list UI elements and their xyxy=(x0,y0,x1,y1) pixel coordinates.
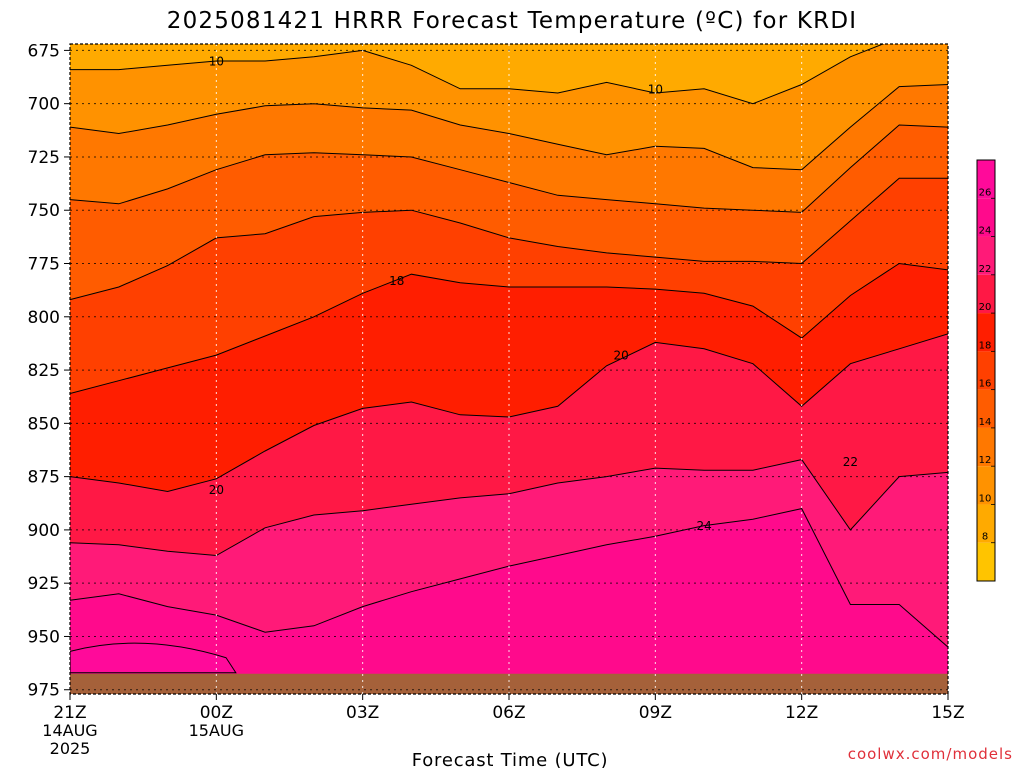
colorbar-label: 10 xyxy=(979,493,992,504)
axes: 6757007257507758008258508759009259509752… xyxy=(28,41,965,758)
isotherm-12 xyxy=(70,84,948,171)
contour-label: 18 xyxy=(389,274,404,288)
colorbar-band-24 xyxy=(977,198,995,237)
colorbar-band-22 xyxy=(977,236,995,275)
x-tick-label: 21Z xyxy=(53,703,86,723)
x-axis-label: Forecast Time (UTC) xyxy=(412,750,609,768)
temperature-fill xyxy=(70,44,948,694)
plot-area: 10 10 18 20 20 22 24 xyxy=(70,44,948,694)
colorbar-band-10 xyxy=(977,466,995,505)
colorbar-band-20 xyxy=(977,274,995,314)
colorbar-band-12 xyxy=(977,427,995,467)
colorbar-band-16 xyxy=(977,351,995,390)
colorbar-band-14 xyxy=(977,389,995,428)
watermark: coolwx.com/models xyxy=(848,745,1013,763)
chart-title: 2025081421 HRRR Forecast Temperature (ºC… xyxy=(167,8,857,34)
colorbar-band-18 xyxy=(977,313,995,352)
y-tick-label: 850 xyxy=(28,414,60,434)
colorbar-label: 26 xyxy=(979,187,992,198)
x-tick-label: 14AUG xyxy=(42,721,97,740)
colorbar-label: 14 xyxy=(979,417,992,428)
contour-label: 10 xyxy=(648,82,663,96)
contour-label: 22 xyxy=(843,455,858,469)
x-tick-label: 12Z xyxy=(785,703,818,723)
y-tick-label: 950 xyxy=(28,627,60,647)
y-tick-label: 725 xyxy=(28,148,60,168)
y-tick-label: 775 xyxy=(28,255,60,275)
colorbar-label: 16 xyxy=(979,379,992,390)
x-tick-label: 06Z xyxy=(492,703,525,723)
x-tick-label: 15AUG xyxy=(189,721,244,740)
colorbar-label: 22 xyxy=(979,264,992,275)
colorbar-label: 18 xyxy=(979,340,992,351)
y-tick-label: 825 xyxy=(28,361,60,381)
contour-label: 20 xyxy=(614,349,629,363)
x-tick-label: 15Z xyxy=(931,703,964,723)
y-tick-label: 675 xyxy=(28,41,60,61)
y-tick-label: 875 xyxy=(28,468,60,488)
x-tick-label: 00Z xyxy=(200,703,233,723)
x-tick-label: 09Z xyxy=(639,703,672,723)
colorbar-frame xyxy=(976,159,996,582)
colorbar-band-8 xyxy=(977,504,995,543)
colorbar-band-26 xyxy=(977,160,995,199)
colorbar-label: 8 xyxy=(982,532,988,543)
y-tick-label: 975 xyxy=(28,681,60,701)
isotherm-10 xyxy=(70,44,885,105)
contour-label: 10 xyxy=(209,55,224,69)
contour-label: 20 xyxy=(209,483,224,497)
colorbar-band-6 xyxy=(977,542,995,581)
y-tick-label: 925 xyxy=(28,574,60,594)
band-26-warm-core xyxy=(70,642,237,674)
y-tick-label: 900 xyxy=(28,521,60,541)
grid xyxy=(70,44,948,694)
band-24-26 xyxy=(70,508,948,694)
y-tick-label: 750 xyxy=(28,201,60,221)
colorbar: 8 10 12 14 16 18 20 22 24 26 xyxy=(976,159,996,582)
contour-labels: 10 10 18 20 20 22 24 xyxy=(209,55,858,534)
y-tick-label: 800 xyxy=(28,308,60,328)
colorbar-label: 12 xyxy=(979,455,992,466)
ground-strip xyxy=(70,673,948,694)
colorbar-label: 24 xyxy=(979,226,992,237)
x-tick-label: 03Z xyxy=(346,703,379,723)
y-tick-label: 700 xyxy=(28,95,60,115)
contour-label: 24 xyxy=(696,519,711,533)
x-tick-label: 2025 xyxy=(50,739,91,758)
colorbar-label: 20 xyxy=(979,302,992,313)
